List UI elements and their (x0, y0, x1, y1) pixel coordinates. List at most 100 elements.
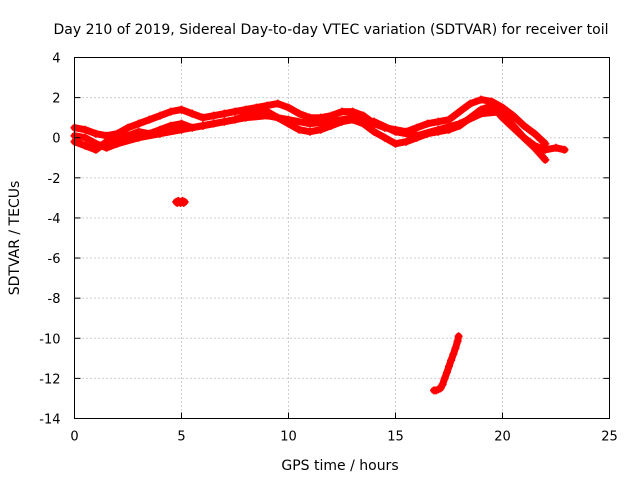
data-point (402, 137, 411, 146)
data-point (449, 350, 458, 359)
data-point (179, 198, 188, 207)
data-point (498, 107, 507, 116)
data-point (284, 115, 293, 124)
data-point (391, 127, 400, 136)
data-point (451, 344, 460, 353)
x-tick-label: 5 (177, 430, 185, 445)
data-point (177, 105, 186, 114)
plot-frame (74, 57, 610, 419)
data-point (454, 332, 463, 341)
data-point (466, 99, 475, 108)
y-tick-label: 2 (52, 92, 60, 107)
data-point (438, 380, 447, 389)
data-point (519, 121, 528, 130)
data-point (166, 107, 175, 116)
data-point (81, 133, 90, 142)
data-point (445, 362, 453, 371)
x-axis-label: GPS time / hours (281, 458, 398, 474)
data-point (188, 109, 197, 118)
data-point (327, 117, 336, 126)
data-point (541, 155, 550, 164)
data-point (530, 143, 539, 152)
data-point (177, 125, 186, 134)
x-tick-label: 15 (387, 430, 404, 445)
data-point (477, 95, 486, 104)
data-point (530, 129, 539, 138)
data-point (91, 129, 100, 138)
data-point (134, 133, 143, 142)
data-point (81, 141, 90, 150)
y-tick-label: -10 (39, 332, 60, 347)
data-point (156, 111, 165, 120)
series-descending-arc (430, 332, 463, 395)
data-point (156, 129, 165, 138)
data-point (440, 374, 449, 383)
data-point (348, 113, 357, 122)
y-tick-label: -2 (48, 172, 61, 187)
data-point (295, 125, 304, 134)
data-point (552, 143, 560, 152)
chart-title: Day 210 of 2019, Sidereal Day-to-day VTE… (53, 22, 608, 38)
x-tick-label: 25 (601, 430, 618, 445)
data-point (519, 133, 528, 142)
data-point (316, 125, 325, 134)
data-point (273, 99, 282, 108)
data-point (442, 368, 451, 377)
data-point (81, 125, 90, 134)
x-tick-label: 0 (70, 430, 78, 445)
data-point (436, 384, 445, 393)
data-point (263, 111, 272, 120)
data-point (220, 109, 229, 118)
data-point (370, 117, 379, 126)
data-point (305, 119, 314, 128)
y-axis-label: SDTVAR / TECUs (7, 181, 23, 296)
data-point (455, 107, 464, 116)
data-point (295, 109, 304, 118)
data-point (541, 145, 550, 154)
data-point (231, 107, 239, 116)
data-point (198, 113, 207, 122)
data-point (434, 125, 443, 134)
data-point (391, 139, 400, 148)
data-point (487, 101, 496, 110)
data-point (284, 103, 293, 112)
y-tick-label: -4 (48, 212, 61, 227)
x-tick-label: 20 (494, 430, 511, 445)
data-point (445, 115, 453, 124)
y-tick-label: -6 (48, 252, 61, 267)
y-tick-label: 4 (52, 52, 60, 67)
y-tick-label: 0 (52, 132, 60, 147)
data-point (220, 117, 229, 126)
data-point (145, 115, 154, 124)
y-tick-label: -8 (48, 292, 61, 307)
data-point (113, 139, 122, 148)
data-point (509, 121, 518, 130)
data-point (477, 109, 486, 118)
data-point (241, 113, 250, 122)
data-point (198, 121, 207, 130)
data-point (423, 119, 432, 128)
data-point (91, 139, 100, 148)
data-point (338, 107, 346, 116)
y-tick-label: -14 (39, 413, 60, 428)
data-point (305, 127, 314, 136)
data-marks (70, 95, 569, 395)
x-tick-label: 10 (280, 430, 297, 445)
data-point (560, 145, 569, 154)
data-point (124, 123, 132, 132)
data-point (412, 131, 421, 140)
data-point (370, 127, 379, 136)
data-point (447, 356, 456, 365)
data-point (453, 337, 462, 346)
data-point (412, 123, 421, 132)
data-point (102, 143, 111, 152)
data-point (509, 111, 518, 120)
data-point (434, 117, 443, 126)
data-point (209, 111, 218, 120)
y-tick-label: -12 (39, 372, 60, 387)
series-cluster-near-5h (172, 196, 189, 207)
data-point (455, 119, 464, 128)
data-point (380, 133, 389, 142)
